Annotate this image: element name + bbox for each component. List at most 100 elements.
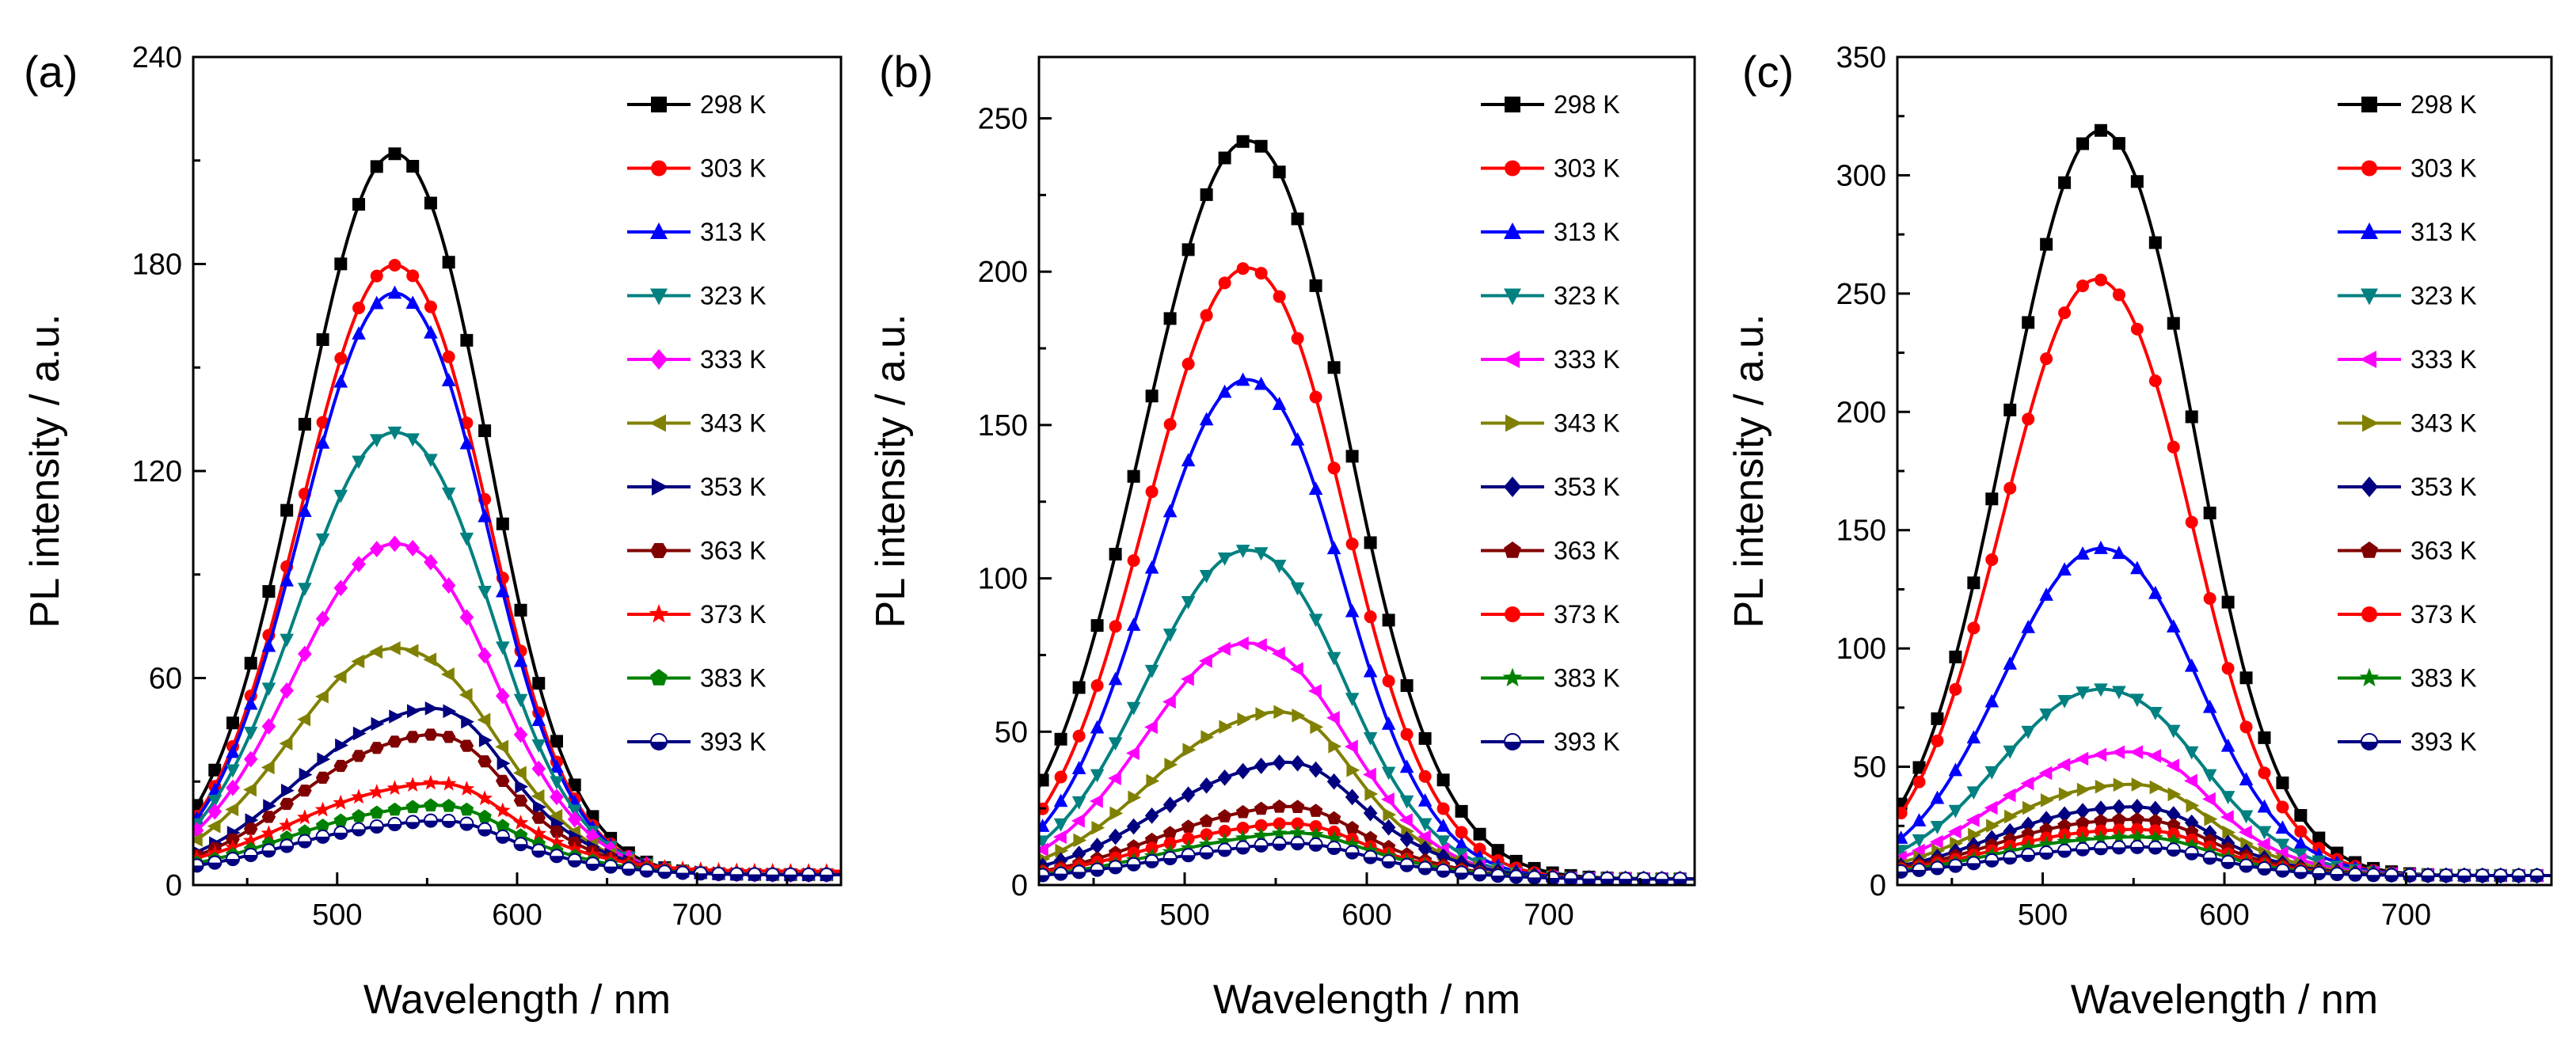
data-point	[569, 854, 581, 867]
data-point	[352, 302, 365, 314]
legend-marker	[650, 669, 668, 686]
data-point	[369, 784, 385, 799]
data-point	[2095, 842, 2107, 854]
data-point	[315, 802, 331, 817]
data-point	[1309, 614, 1323, 627]
data-point	[1474, 828, 1486, 841]
data-point	[586, 857, 599, 870]
data-point	[1345, 739, 1358, 754]
data-point	[1181, 819, 1195, 833]
data-point	[442, 731, 456, 743]
legend-marker	[2360, 351, 2376, 368]
data-point	[1200, 412, 1214, 426]
data-point	[1383, 855, 1395, 868]
data-point	[1674, 872, 1687, 885]
data-point	[2221, 739, 2235, 752]
data-point	[2058, 177, 2071, 189]
data-point	[1364, 537, 1377, 549]
data-point	[226, 716, 239, 729]
legend-entry: 363 K	[2338, 537, 2477, 565]
data-point	[1326, 711, 1340, 725]
data-point	[2039, 766, 2053, 781]
data-point	[1455, 866, 1468, 879]
data-point	[2003, 851, 2016, 864]
data-point	[208, 857, 221, 869]
data-point	[459, 781, 475, 796]
data-point	[2167, 619, 2181, 633]
data-point	[676, 866, 689, 879]
data-point	[1254, 758, 1269, 774]
data-point	[2513, 869, 2525, 882]
data-point	[1364, 664, 1378, 678]
data-point	[515, 604, 527, 617]
data-point	[1949, 860, 1961, 872]
data-point	[2204, 507, 2216, 519]
data-point	[2003, 482, 2016, 495]
data-point	[2167, 843, 2180, 856]
data-point	[460, 818, 473, 830]
data-point	[2132, 777, 2145, 792]
y-tick-label: 200	[1836, 396, 1886, 429]
data-point	[1364, 732, 1378, 746]
data-point	[1292, 837, 1304, 849]
data-point	[2422, 869, 2434, 882]
data-point	[1292, 709, 1305, 723]
data-point	[2040, 352, 2053, 365]
data-point	[497, 830, 509, 843]
data-point	[1474, 868, 1486, 880]
data-point	[2131, 323, 2144, 336]
data-point	[1492, 869, 1505, 882]
data-point	[1255, 140, 1268, 153]
data-point	[388, 818, 401, 830]
data-point	[1292, 213, 1304, 226]
data-point	[245, 849, 257, 861]
data-point	[352, 198, 365, 211]
y-tick-label: 180	[132, 249, 182, 282]
data-point	[425, 701, 439, 716]
data-point	[1236, 805, 1250, 819]
data-point	[1181, 453, 1196, 466]
y-tick-label: 150	[1836, 515, 1886, 548]
data-point	[262, 639, 276, 652]
data-point	[1128, 554, 1140, 567]
data-point	[2331, 868, 2343, 880]
legend-marker	[2361, 97, 2377, 112]
y-tick-label: 250	[1836, 278, 1886, 311]
legend-label: 303 K	[2410, 154, 2477, 183]
data-point	[388, 535, 402, 552]
data-point	[280, 634, 294, 648]
plot-area	[1035, 135, 1695, 887]
data-point	[405, 731, 420, 743]
legend-label: 313 K	[1554, 218, 1620, 246]
data-point	[298, 583, 312, 596]
legend-entry: 393 K	[1481, 728, 1620, 756]
data-point	[1310, 279, 1322, 292]
data-point	[406, 815, 419, 828]
data-point	[2240, 859, 2253, 872]
data-point	[2294, 825, 2307, 838]
data-point	[2057, 758, 2070, 772]
data-point	[802, 868, 815, 881]
data-point	[1237, 262, 1250, 275]
data-point	[1200, 814, 1213, 827]
data-point	[2186, 516, 2198, 529]
data-point	[460, 803, 474, 816]
data-point	[1967, 730, 1981, 743]
legend-entry: 333 K	[2338, 345, 2477, 374]
legend-marker	[1504, 541, 1521, 558]
data-point	[658, 865, 671, 878]
data-point	[820, 868, 833, 881]
data-point	[1273, 754, 1287, 771]
data-point	[226, 765, 240, 778]
data-point	[369, 644, 382, 659]
series-298k	[191, 147, 841, 881]
data-point	[333, 795, 348, 810]
data-point	[1967, 857, 1980, 869]
data-point	[1346, 846, 1359, 859]
data-point	[406, 160, 419, 173]
data-point	[407, 704, 420, 718]
data-point	[2240, 720, 2253, 733]
legend-marker	[650, 349, 668, 370]
data-point	[1291, 755, 1305, 772]
data-point	[2021, 620, 2035, 633]
